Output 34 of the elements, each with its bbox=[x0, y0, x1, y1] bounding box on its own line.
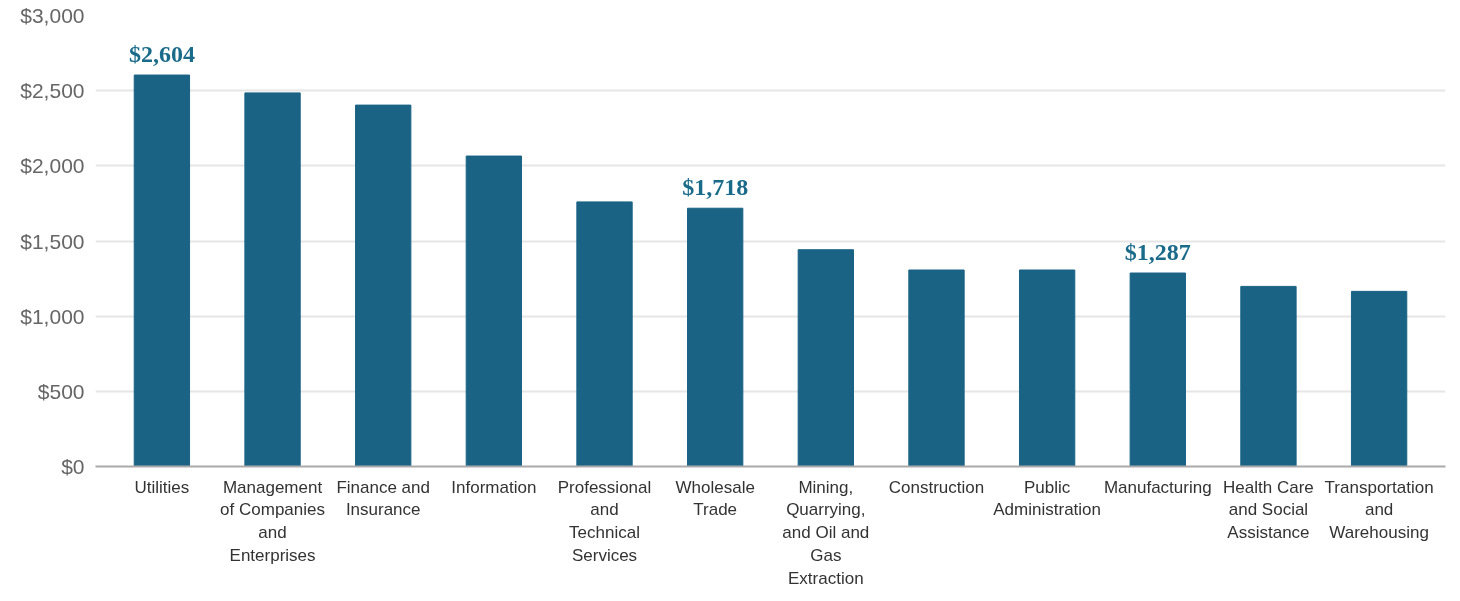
x-tick-label: Professional and Technical Services bbox=[557, 477, 652, 565]
x-tick-label: Health Care and Social Assistance bbox=[1223, 477, 1314, 543]
bar bbox=[1129, 272, 1186, 467]
y-tick-label: $2,500 bbox=[20, 79, 85, 103]
y-tick-label: $1,000 bbox=[20, 304, 85, 328]
x-tick-label: Mining, Quarrying, and Oil and Gas Extraction bbox=[782, 477, 870, 588]
x-tick-label: Information bbox=[451, 477, 537, 497]
data-label: $1,287 bbox=[1124, 239, 1191, 266]
x-tick-label: Construction bbox=[888, 477, 985, 497]
bar bbox=[1240, 285, 1297, 467]
x-tick-label: Finance and Insurance bbox=[336, 477, 430, 520]
x-tick-label: Management of Companies and Enterprises bbox=[220, 477, 325, 565]
bar bbox=[908, 269, 965, 467]
y-tick-label: $0 bbox=[61, 455, 85, 478]
bar bbox=[687, 207, 744, 467]
x-tick-label: Wholesale Trade bbox=[675, 477, 755, 520]
bar bbox=[576, 201, 633, 467]
x-tick-label: Manufacturing bbox=[1103, 477, 1212, 497]
x-tick-label: Public Administration bbox=[993, 477, 1101, 520]
data-label: $1,718 bbox=[682, 174, 749, 201]
x-tick-label: Transportation and Warehousing bbox=[1324, 477, 1434, 543]
y-tick-label: $3,000 bbox=[20, 4, 85, 27]
x-tick-label: Utilities bbox=[134, 477, 190, 497]
bar bbox=[244, 92, 301, 467]
y-tick-label: $2,000 bbox=[20, 154, 85, 178]
bar bbox=[355, 104, 412, 467]
y-tick-label: $1,500 bbox=[20, 229, 85, 253]
y-tick-label: $500 bbox=[37, 379, 85, 403]
bar bbox=[1350, 290, 1408, 467]
data-label: $2,604 bbox=[128, 41, 195, 68]
bar bbox=[1018, 269, 1076, 467]
bar bbox=[797, 249, 854, 467]
bar bbox=[133, 74, 191, 467]
bar bbox=[465, 155, 523, 467]
